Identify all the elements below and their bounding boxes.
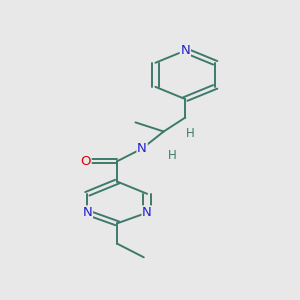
- Text: N: N: [82, 206, 92, 219]
- Text: H: H: [186, 127, 195, 140]
- Text: N: N: [137, 142, 147, 155]
- Text: O: O: [80, 155, 91, 168]
- Text: N: N: [180, 44, 190, 57]
- Text: N: N: [142, 206, 152, 219]
- Text: H: H: [168, 149, 176, 162]
